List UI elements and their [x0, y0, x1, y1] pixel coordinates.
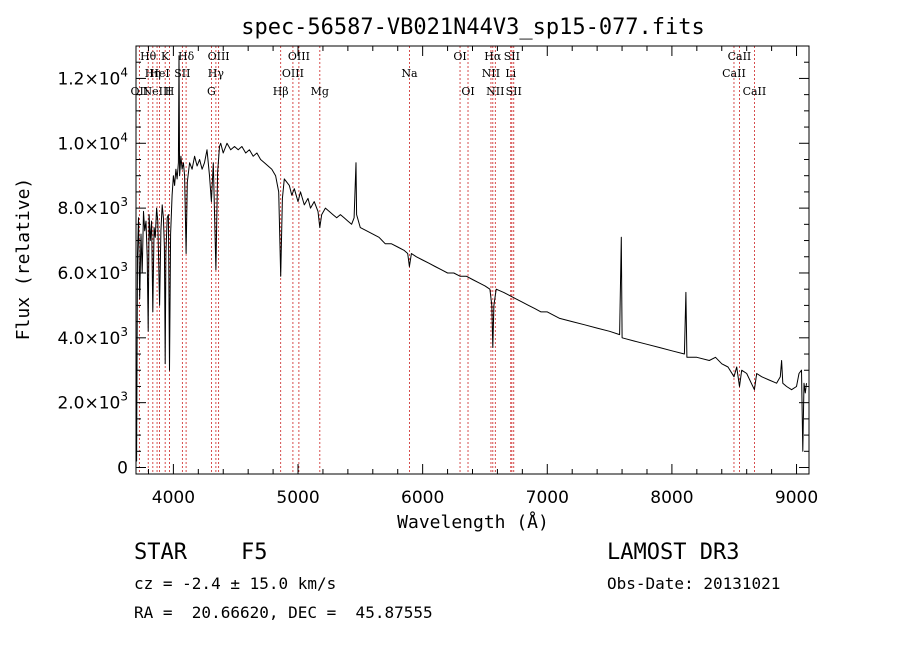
spectral-line-label: OIII [208, 50, 230, 63]
spectral-subclass: F5 [241, 540, 268, 565]
spectral-line-label: Mg [311, 85, 329, 98]
spectral-line-label: CaII [743, 85, 767, 98]
redshift-velocity: cz = -2.4 ± 15.0 km/s [134, 574, 337, 593]
spectral-line-label: NII [482, 67, 500, 80]
spectral-line-label: Hβ [273, 85, 289, 98]
spectral-line-label: OII [131, 85, 149, 98]
y-tick-label: 6.0×103 [57, 260, 128, 284]
y-tick-label: 1.2×104 [57, 65, 128, 89]
chart-title: spec-56587-VB021N44V3_sp15-077.fits [241, 15, 705, 40]
spectral-line-label: SII [506, 85, 522, 98]
coordinates: RA = 20.66620, DEC = 45.87555 [134, 603, 433, 622]
x-tick-label: 9000 [775, 488, 818, 508]
y-tick-label: 4.0×103 [57, 325, 128, 349]
spectral-line-label: Hη [145, 67, 161, 80]
x-tick-label: 5000 [276, 488, 319, 508]
spectral-line-label: SII [504, 50, 520, 63]
spectral-line-label: K [161, 50, 170, 63]
x-tick-label: 4000 [152, 488, 195, 508]
y-tick-label: 0 [117, 459, 128, 479]
y-axis-label: Flux (relative) [13, 178, 34, 341]
x-tick-label: 8000 [650, 488, 693, 508]
spectral-line-label: Hθ [140, 50, 157, 63]
spectral-line-label: G [207, 85, 216, 98]
spectral-line-label: NII [486, 85, 504, 98]
spectral-line-label: H [165, 85, 175, 98]
spectral-line-label: OIII [282, 67, 304, 80]
spectrum-line [135, 55, 807, 462]
spectral-line-label: CaII [722, 67, 746, 80]
spectral-line-label: SII [174, 67, 190, 80]
spectral-line-label: Na [401, 67, 418, 80]
y-tick-label: 1.0×104 [57, 130, 128, 154]
x-axis-label: Wavelength (Å) [397, 511, 549, 533]
spectral-line-label: Hδ [178, 50, 195, 63]
plot-frame [135, 45, 810, 475]
observation-date: Obs-Date: 20131021 [607, 574, 781, 593]
object-class: STAR [134, 540, 187, 565]
spectral-line-label: OI [461, 85, 474, 98]
spectral-line-label: NeIII [142, 85, 171, 98]
spectral-line-label: HeI [149, 67, 169, 80]
spectral-line-label: CaII [728, 50, 752, 63]
x-tick-label: 7000 [526, 488, 569, 508]
y-tick-label: 2.0×103 [57, 390, 128, 414]
spectral-line-label: OI [453, 50, 466, 63]
spectral-line-label: OIII [288, 50, 310, 63]
spectral-line-label: Li [505, 67, 516, 80]
spectral-line-label: Hα [484, 50, 502, 63]
spectral-line-label: Hγ [208, 67, 225, 80]
x-tick-label: 6000 [401, 488, 444, 508]
y-tick-label: 8.0×103 [57, 195, 128, 219]
survey-name: LAMOST DR3 [607, 540, 740, 565]
